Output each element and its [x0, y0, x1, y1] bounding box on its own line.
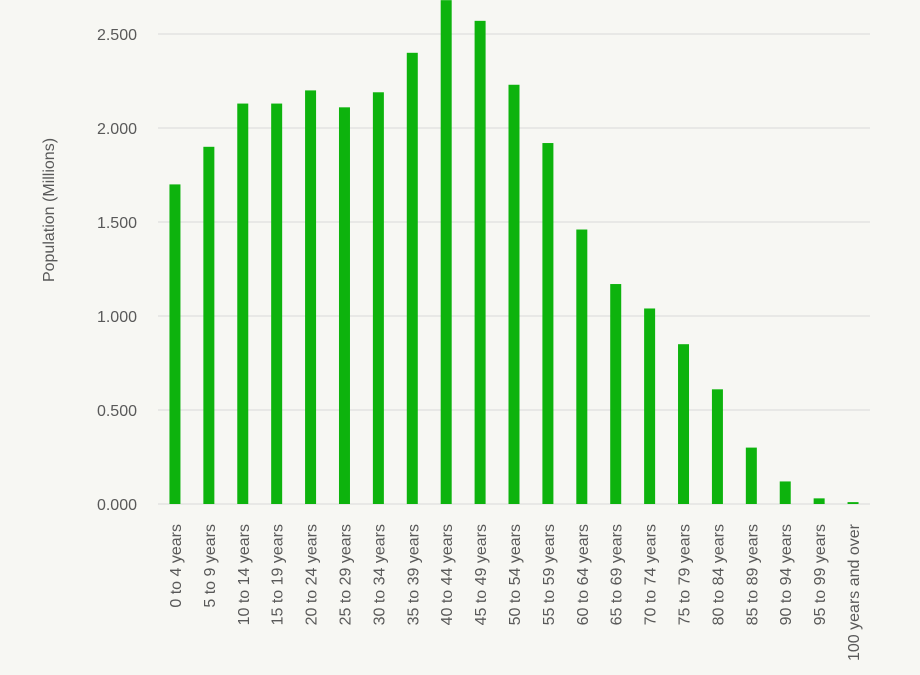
y-tick-label: 2.000	[97, 121, 137, 138]
bar	[644, 308, 656, 504]
y-axis-title: Population (Millions)	[41, 138, 58, 282]
x-tick-label: 30 to 34 years	[371, 524, 388, 625]
y-tick-label: 0.000	[97, 497, 137, 514]
bar	[813, 498, 825, 504]
x-tick-label: 50 to 54 years	[507, 524, 524, 625]
x-tick-label: 70 to 74 years	[643, 524, 660, 625]
bar	[440, 0, 452, 504]
bar	[474, 20, 486, 505]
y-axis-ticks: 0.000 0.500 1.000 1.500 2.000 2.500	[97, 27, 137, 514]
x-tick-label: 0 to 4 years	[168, 524, 185, 608]
x-tick-label: 35 to 39 years	[405, 524, 422, 625]
x-tick-label: 40 to 44 years	[439, 524, 456, 625]
x-tick-label: 45 to 49 years	[473, 524, 490, 625]
x-tick-label: 25 to 29 years	[337, 524, 354, 625]
bar	[203, 146, 215, 505]
bar	[711, 389, 723, 504]
bar	[237, 103, 249, 504]
bars	[169, 0, 859, 505]
bar	[678, 344, 690, 504]
bar	[372, 92, 384, 504]
bar	[508, 84, 520, 504]
x-tick-label: 10 to 14 years	[236, 524, 253, 625]
bar	[542, 143, 554, 505]
x-tick-label: 60 to 64 years	[575, 524, 592, 625]
bar	[745, 447, 757, 504]
x-tick-label: 85 to 89 years	[744, 524, 761, 625]
y-tick-label: 1.500	[97, 215, 137, 232]
bar	[847, 502, 859, 504]
y-tick-label: 2.500	[97, 27, 137, 44]
bar	[305, 90, 317, 505]
x-tick-label: 55 to 59 years	[541, 524, 558, 625]
bar	[576, 229, 588, 504]
x-tick-label: 75 to 79 years	[677, 524, 694, 625]
bar	[406, 52, 418, 505]
x-tick-label: 100 years and over	[846, 523, 863, 661]
x-axis-ticks: 0 to 4 years 5 to 9 years 10 to 14 years 15…	[168, 523, 863, 661]
x-tick-label: 95 to 99 years	[812, 524, 829, 625]
bar	[779, 481, 791, 504]
x-tick-label: 15 to 19 years	[270, 524, 287, 625]
bar	[610, 284, 622, 504]
x-tick-label: 80 to 84 years	[710, 524, 727, 625]
bar	[271, 103, 283, 504]
bar	[169, 184, 181, 504]
y-tick-label: 0.500	[97, 403, 137, 420]
bar	[338, 107, 350, 504]
y-tick-label: 1.000	[97, 309, 137, 326]
x-tick-label: 65 to 69 years	[609, 524, 626, 625]
x-tick-label: 5 to 9 years	[202, 524, 219, 608]
x-tick-label: 90 to 94 years	[778, 524, 795, 625]
x-tick-label: 20 to 24 years	[304, 524, 321, 625]
